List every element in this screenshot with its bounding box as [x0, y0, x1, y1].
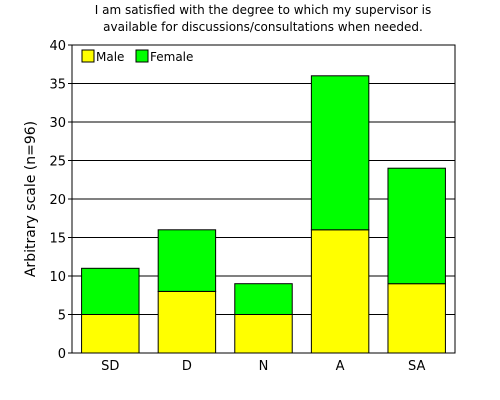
bars — [81, 75, 446, 354]
chart-title: I am satisfied with the degree to which … — [95, 3, 432, 34]
x-tick-label: N — [259, 359, 269, 374]
y-tick-label: 35 — [49, 78, 66, 93]
y-axis-label: Arbitrary scale (n=96) — [23, 121, 39, 277]
legend-label-male: Male — [96, 50, 124, 64]
bar-female-d — [157, 229, 217, 292]
bar-male-n — [234, 314, 293, 354]
x-tick-label: A — [336, 359, 345, 374]
bar-female-sd — [81, 267, 140, 315]
y-tick-label: 0 — [58, 347, 66, 362]
bar-male-a — [310, 229, 370, 354]
bar-male-d — [157, 290, 217, 354]
y-tick-label: 25 — [49, 155, 66, 170]
chart-title-line-1: I am satisfied with the degree to which … — [95, 3, 432, 17]
y-tick-label: 20 — [49, 193, 66, 208]
legend-label-female: Female — [150, 50, 193, 64]
legend: Male Female — [81, 49, 193, 64]
x-tick-label: SA — [408, 359, 425, 374]
legend-swatch-male — [81, 49, 95, 63]
y-tick-label: 10 — [49, 270, 66, 285]
bar-male-sa — [387, 283, 446, 354]
chart-title-line-2: available for discussions/consultations … — [103, 20, 423, 34]
y-axis-ticks: 0 5 10 15 20 25 30 35 40 — [49, 39, 72, 362]
y-tick-label: 5 — [58, 309, 66, 324]
legend-swatch-female — [135, 49, 149, 63]
y-tick-label: 40 — [49, 39, 66, 54]
bar-female-sa — [387, 167, 446, 285]
x-tick-label: D — [182, 359, 192, 374]
x-tick-label: SD — [101, 359, 119, 374]
bar-female-a — [310, 75, 370, 231]
x-axis-ticks: SD D N A SA — [101, 359, 425, 374]
bar-male-sd — [81, 314, 140, 354]
bar-female-n — [234, 283, 293, 316]
y-tick-label: 30 — [49, 116, 66, 131]
y-tick-label: 15 — [49, 232, 66, 247]
